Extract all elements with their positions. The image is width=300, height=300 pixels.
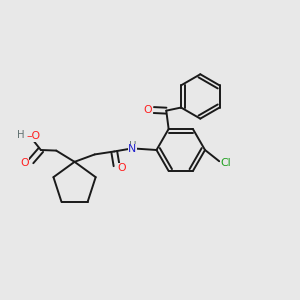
Text: O: O [20,158,29,168]
Text: O: O [118,163,126,173]
Text: H: H [17,130,24,140]
Text: O: O [144,105,152,115]
Text: H: H [129,141,136,151]
Text: N: N [128,144,136,154]
Text: Cl: Cl [220,158,231,168]
Text: –O: –O [26,131,40,141]
